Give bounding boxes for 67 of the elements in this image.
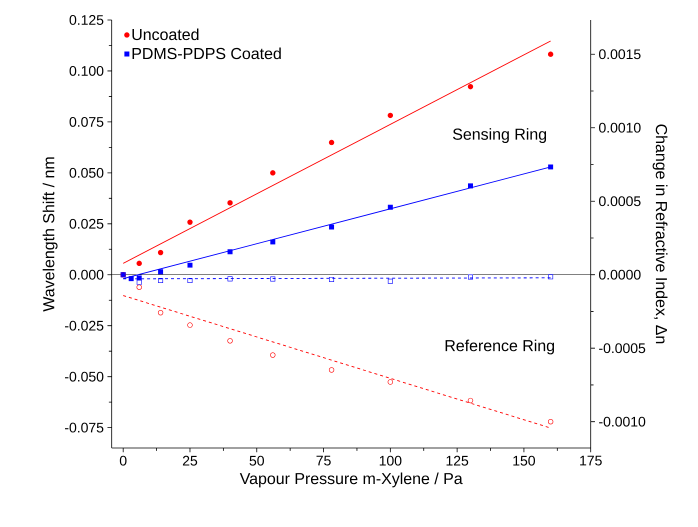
point — [388, 379, 394, 385]
legend-label: PDMS-PDPS Coated — [132, 47, 281, 60]
legend-label: Uncoated — [132, 28, 198, 40]
point — [227, 338, 233, 344]
y-tick-label: -0.075 — [65, 422, 104, 433]
y-tick-label: 0.025 — [70, 218, 104, 229]
x-tick-label: 175 — [580, 456, 602, 466]
point — [228, 249, 233, 254]
x-tick-label: 25 — [182, 456, 198, 466]
point — [468, 398, 474, 404]
y2-tick-label: -0.0005 — [599, 343, 646, 354]
point — [329, 276, 334, 282]
point — [187, 262, 192, 268]
x-tick-label: 50 — [250, 456, 264, 466]
point — [187, 278, 192, 283]
point — [328, 140, 334, 146]
y2-tick-label: 0.0010 — [599, 122, 641, 133]
point — [227, 200, 233, 206]
point — [270, 276, 276, 282]
point — [468, 274, 473, 280]
x-tick-label: 150 — [513, 456, 536, 466]
point — [158, 250, 164, 256]
point — [158, 278, 164, 283]
y-axis-title: Wavelength Shift / nm — [42, 157, 58, 312]
x-tick-label: 0 — [120, 456, 127, 466]
point — [328, 367, 334, 373]
point — [548, 52, 554, 57]
point — [388, 112, 394, 118]
y2-tick-label: 0.0005 — [599, 196, 641, 206]
point — [136, 280, 142, 285]
y-tick-label: 0.000 — [70, 270, 104, 280]
y-tick-label: -0.050 — [65, 372, 104, 382]
point — [548, 419, 554, 424]
point — [128, 276, 134, 282]
x-tick-label: 125 — [446, 456, 468, 466]
point — [136, 260, 142, 266]
point — [187, 219, 193, 225]
annotation: Sensing Ring — [453, 128, 546, 143]
point — [270, 170, 276, 176]
point — [468, 84, 474, 90]
point — [548, 164, 554, 170]
y-tick-label: 0.075 — [70, 116, 104, 127]
point — [228, 276, 233, 282]
y-tick-label: 0.050 — [70, 168, 104, 178]
y-tick-label: 0.125 — [70, 15, 104, 25]
point — [329, 224, 334, 230]
point — [158, 269, 164, 274]
point — [136, 276, 142, 281]
point — [270, 239, 276, 244]
point — [388, 204, 393, 210]
x-axis-title: Vapour Pressure m-Xylene / Pa — [240, 472, 463, 488]
point — [136, 284, 142, 290]
annotation: Reference Ring — [446, 340, 554, 354]
y2-tick-label: 0.0015 — [599, 49, 641, 60]
y2-tick-label: -0.0010 — [599, 416, 646, 427]
y2-axis-title: Change in Refractive Index, Δn — [652, 124, 668, 344]
x-tick-label: 100 — [380, 456, 402, 466]
point — [388, 278, 393, 284]
y-tick-label: -0.025 — [65, 320, 104, 331]
y2-tick-label: 0.0000 — [599, 270, 641, 280]
y-tick-label: 0.100 — [70, 66, 104, 76]
point — [270, 352, 276, 358]
point — [548, 274, 554, 280]
point — [187, 322, 193, 328]
point — [158, 310, 164, 316]
point — [468, 183, 473, 188]
x-tick-label: 75 — [316, 456, 331, 466]
